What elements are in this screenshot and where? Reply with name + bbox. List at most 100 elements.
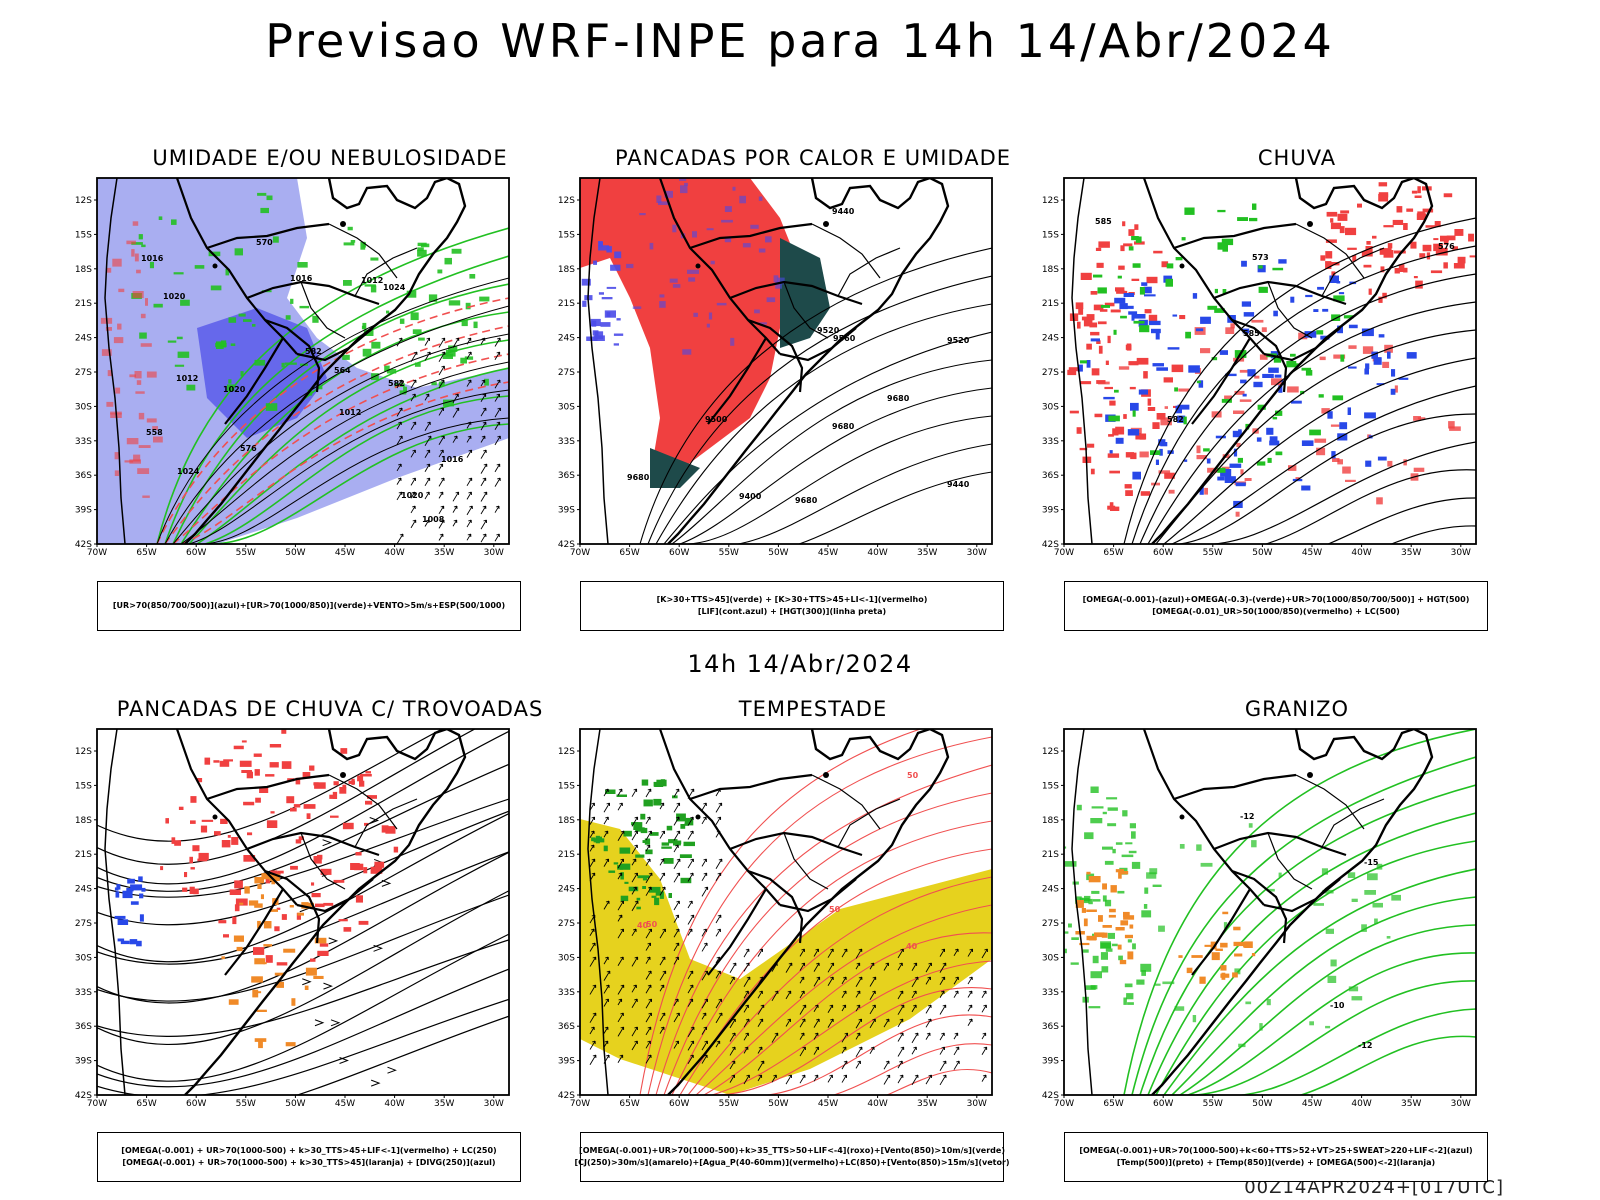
lat-label: 27S [1042,919,1059,929]
rain-fill [1139,451,1149,458]
divergence-fill [116,884,121,890]
divergence-fill [126,887,134,892]
contour-line [695,904,992,1095]
wind-vector [841,1046,847,1054]
thickness-label-patch [129,374,136,378]
map-tempestade[interactable]: 504050405012S15S18S21S24S27S30S33S36S39S… [553,727,1073,1127]
streamline [97,730,509,885]
wind-vector [589,858,596,868]
lifted-index-contour [680,185,688,194]
lake-marker [212,263,218,269]
wind-vector [883,1074,891,1085]
wind-vector [438,505,445,515]
wind-vector [494,435,501,446]
wind-vector [673,956,679,965]
storm-fill [231,837,239,845]
contour-line [1204,1008,1476,1095]
country-border [747,318,804,393]
country-border [246,280,380,306]
omega-500-fill [1220,942,1228,948]
lifted-index-contour [777,277,785,285]
rain-fill [1096,340,1101,344]
omega-strong-fill [1221,238,1234,246]
storm-fill [218,920,227,924]
rain-fill [1104,302,1115,307]
storm-fill [274,926,280,932]
panel-tempestade: TEMPESTADE 50 40 50 40 50 12S 15S 18S 21S 24S 27S 3… [553,697,1023,1183]
map-granizo[interactable]: -12-12-15-1012S15S18S21S24S27S30S33S36S3… [1037,727,1557,1127]
wind-vector [855,1018,863,1029]
flow-arrow [370,1079,381,1087]
map-chuva[interactable]: 58557657358258512S15S18S21S24S27S30S33S3… [1037,176,1557,576]
storm-orange-fill [256,1009,267,1012]
rain-fill [1179,315,1186,320]
map-umidade[interactable]: 1008101210121016101610201024102010241016… [70,176,590,576]
rain-fill [1398,264,1405,272]
wind-vector [396,379,403,389]
wind-vector [410,519,417,529]
thickness-label-patch [140,313,146,319]
omega-strong-fill [1132,410,1136,417]
rain-fill [1446,235,1456,241]
storm-fill [306,813,311,819]
lat-label: 42S [558,540,575,550]
storm-fill [333,879,345,883]
omega-fill [1225,373,1237,377]
wind-vector [799,976,805,984]
lon-label: 30W [484,1099,504,1109]
rain-fill [1413,467,1425,472]
omega-strong-fill [1291,363,1299,367]
country-border [658,178,781,355]
lat-label: 39S [558,506,575,516]
humidity-850-patch [171,219,177,225]
panel-granizo: GRANIZO -12 -12 -15 -10 12S 15S 18S 21S 24S 27S 30… [1037,697,1507,1183]
wind-vector [617,1026,625,1037]
rain-fill [1080,272,1092,280]
storm-fill [343,927,352,932]
contour-line [1196,469,1476,544]
temp-850-patch [1200,862,1213,867]
lifted-index-contour [613,333,624,336]
lon-label: 50W [1252,1099,1272,1109]
lon-label: 65W [1103,1099,1123,1109]
lon-label: 35W [917,1099,937,1109]
humidity-850-patch [265,403,278,411]
rain-fill [1410,241,1417,249]
humidity-850-patch [370,285,377,293]
wind-vector [827,1018,834,1028]
omega-strong-fill [1272,416,1278,420]
lon-label: 65W [619,548,639,558]
wind-850-fill [684,822,689,826]
omega-strong-fill [1207,305,1218,310]
lake-marker [695,263,701,269]
humidity-850-patch [347,226,353,231]
wind-850-fill [623,830,632,837]
rain-fill [1120,245,1125,252]
omega-fill [1371,351,1378,359]
thickness-label-patch [126,240,136,245]
wind-850-fill [679,854,692,858]
rain-fill [1161,261,1169,268]
storm-fill [214,831,221,836]
contour-line [1163,868,1476,1095]
wind-vector [603,816,609,825]
wind-vector [659,1026,665,1034]
omega-500-fill [1086,909,1097,912]
omega-strong-fill [1135,236,1142,243]
lat-label: 39S [75,1057,92,1067]
rain-fill [1434,221,1441,228]
rain-fill [1078,307,1084,315]
streamline [97,729,477,865]
omega-fill [1331,451,1336,459]
wind-vector [631,844,638,855]
wind-vector [757,990,763,999]
wind-vector [785,1074,792,1085]
panel-title: PANCADAS POR CALOR E UMIDADE [614,146,1012,170]
lat-label: 12S [558,196,575,206]
rain-fill [1134,241,1145,245]
lon-label: 65W [1103,548,1123,558]
storm-fill [241,770,252,773]
